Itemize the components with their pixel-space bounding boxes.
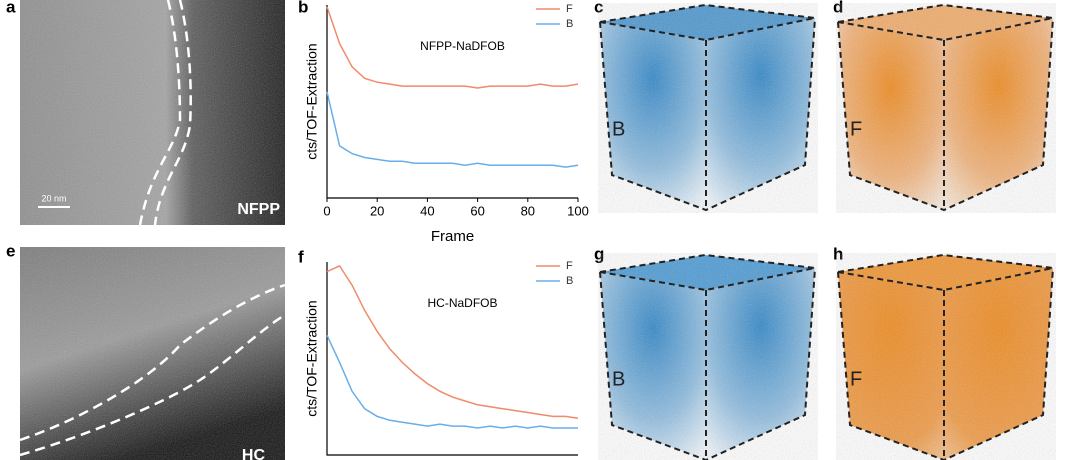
scale-text: 20 nm	[41, 193, 66, 203]
tem-texture	[20, 247, 285, 460]
caption: HC	[242, 447, 266, 460]
x-tick-label: 80	[521, 203, 535, 218]
y-axis-label: cts/TOF-Extraction	[304, 300, 320, 416]
series-line	[326, 91, 579, 168]
series-line	[326, 6, 579, 89]
cube-label: F	[850, 118, 862, 140]
legend-label: B	[566, 18, 573, 30]
tem-texture	[20, 0, 285, 225]
x-tick-label: 40	[420, 203, 434, 218]
panel-label: f	[298, 247, 304, 266]
cube-texture	[836, 3, 1056, 213]
cube-edge	[837, 3, 1054, 212]
cube-texture	[836, 253, 1056, 460]
cube-texture	[598, 3, 818, 213]
legend-label: F	[566, 260, 573, 272]
panel-label: a	[6, 0, 16, 16]
axes	[326, 262, 578, 456]
x-tick-label: 60	[470, 203, 484, 218]
cube-edge	[599, 3, 816, 212]
legend-label: B	[566, 275, 573, 287]
cube-label: B	[612, 118, 625, 140]
legend-label: F	[566, 3, 573, 15]
cube-edge	[599, 253, 816, 460]
boundary	[138, 0, 192, 226]
cube-label: F	[850, 368, 862, 390]
series-line	[326, 334, 578, 429]
cube-edge	[837, 253, 1054, 460]
cube-label: B	[612, 368, 625, 390]
series-line	[326, 264, 579, 420]
x-tick-label: 0	[323, 203, 330, 218]
x-axis-label: Frame	[431, 228, 474, 245]
x-tick-label: 100	[567, 203, 589, 218]
cube-texture	[598, 253, 818, 460]
panel-label: e	[6, 241, 15, 260]
chart-title: HC-NaDFOB	[427, 296, 497, 310]
axes	[326, 5, 578, 199]
x-tick-label: 20	[370, 203, 384, 218]
caption: NFPP	[237, 201, 280, 218]
chart-title: NFPP-NaDFOB	[420, 39, 505, 53]
panel-label: b	[298, 0, 308, 16]
y-axis-label: cts/TOF-Extraction	[304, 43, 320, 159]
boundary	[19, 283, 286, 457]
